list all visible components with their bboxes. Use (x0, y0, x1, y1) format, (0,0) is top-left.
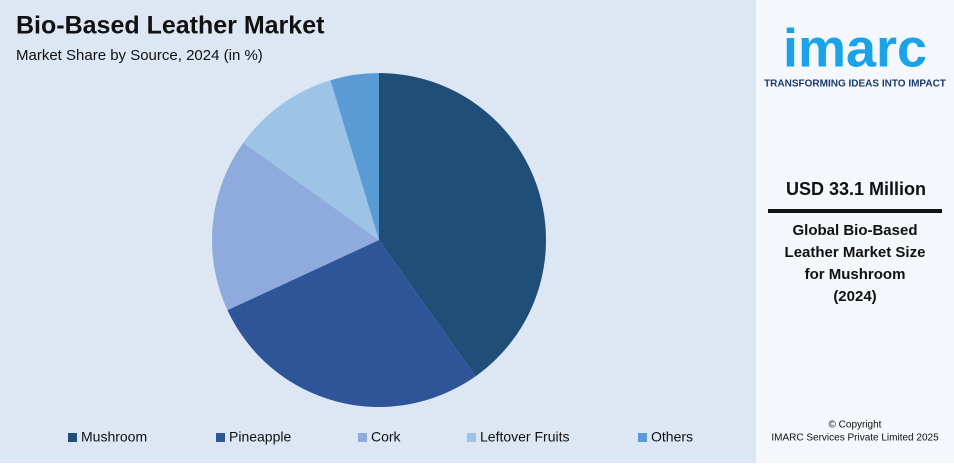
legend-swatch (358, 433, 367, 442)
legend-swatch (68, 433, 77, 442)
legend-label: Leftover Fruits (480, 429, 569, 445)
pie-slice (243, 80, 379, 240)
legend-swatch (467, 433, 476, 442)
pie-slice (379, 73, 546, 377)
pie (212, 73, 546, 407)
logo: imarc (783, 18, 927, 78)
legend-label: Others (651, 429, 693, 445)
description: Global Bio-Based Leather Market Size for M… (785, 222, 926, 305)
legend-label: Mushroom (81, 429, 147, 445)
legend-label: Cork (371, 429, 402, 445)
pie-slice (212, 142, 379, 311)
panel-background (756, 0, 954, 463)
description-line: for Mushroom (805, 266, 906, 283)
divider (768, 209, 942, 213)
description-line: Leather Market Size (785, 244, 926, 261)
chart-title: Bio-Based Leather Market (16, 12, 325, 40)
legend-swatch (216, 433, 225, 442)
copyright: © Copyright (829, 420, 882, 431)
legend: Mushroom Pineapple Cork Leftover Fruits Othe… (68, 429, 693, 445)
chart-subtitle: Market Share by Source, 2024 (in %) (16, 47, 263, 64)
headline: USD 33.1 Million (786, 179, 926, 199)
pie-slice (330, 73, 379, 240)
tagline: TRANSFORMING IDEAS INTO IMPACT (764, 79, 946, 90)
legend-swatch (638, 433, 647, 442)
copyright: IMARC Services Private Limited 2025 (771, 433, 939, 444)
legend-label: Pineapple (229, 429, 291, 445)
description-line: Global Bio-Based (792, 222, 917, 239)
pie-slice (227, 240, 476, 407)
description-line: (2024) (833, 288, 876, 305)
